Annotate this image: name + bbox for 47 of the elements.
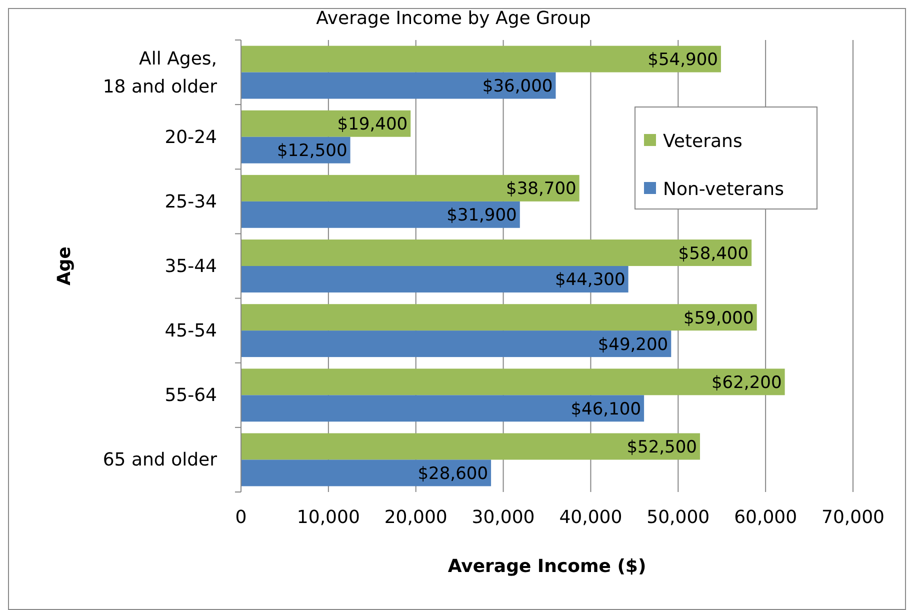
x-tick-label: 10,000 (296, 507, 360, 528)
x-tick-label: 60,000 (734, 507, 798, 528)
bar (241, 460, 492, 486)
y-axis-title: Age (54, 246, 75, 286)
data-label: $58,400 (678, 244, 749, 264)
y-tick-label: 25-34 (164, 191, 217, 212)
bar (241, 304, 757, 331)
bar (241, 72, 556, 99)
data-label: $59,000 (684, 308, 754, 328)
data-label: $54,900 (648, 50, 718, 70)
data-label: $36,000 (482, 76, 553, 97)
bar (241, 174, 580, 202)
data-label: $19,400 (337, 114, 408, 135)
chart-title: Average Income by Age Group (316, 8, 591, 29)
bar (241, 240, 752, 266)
data-label: $62,200 (711, 372, 782, 393)
bar (241, 368, 785, 396)
bar (241, 266, 628, 292)
data-label: $12,500 (276, 141, 348, 162)
bar (241, 110, 411, 137)
data-label: $52,500 (626, 437, 697, 458)
data-label: $28,600 (418, 464, 488, 484)
data-label: $38,700 (506, 179, 576, 200)
bar (241, 201, 520, 228)
bar (241, 46, 721, 72)
y-tick-label: 55-64 (164, 385, 217, 406)
x-tick-label: 20,000 (384, 507, 448, 528)
x-tick-label: 0 (235, 507, 247, 528)
legend-label: Non-veterans (663, 179, 784, 200)
data-label: $44,300 (554, 270, 626, 290)
y-tick-label: 65 and older (102, 450, 218, 471)
data-label: $46,100 (570, 399, 642, 420)
y-tick-label: 35-44 (164, 256, 217, 277)
legend-label: Veterans (663, 131, 742, 152)
x-tick-label: 50,000 (646, 507, 710, 528)
data-label: $31,900 (446, 206, 517, 226)
y-tick-label: 45-54 (164, 320, 217, 342)
bar (241, 395, 644, 422)
x-tick-label: 30,000 (472, 507, 535, 528)
bar (241, 330, 672, 358)
x-tick-label: 70,000 (822, 507, 884, 528)
y-tick-label: 20-24 (164, 126, 217, 148)
x-tick-label: 40,000 (559, 507, 622, 528)
data-label: $49,200 (598, 334, 668, 355)
bar (241, 433, 700, 460)
x-axis-title: Average Income ($) (448, 556, 646, 577)
y-tick-label: All Ages, 18 and older (102, 48, 218, 98)
